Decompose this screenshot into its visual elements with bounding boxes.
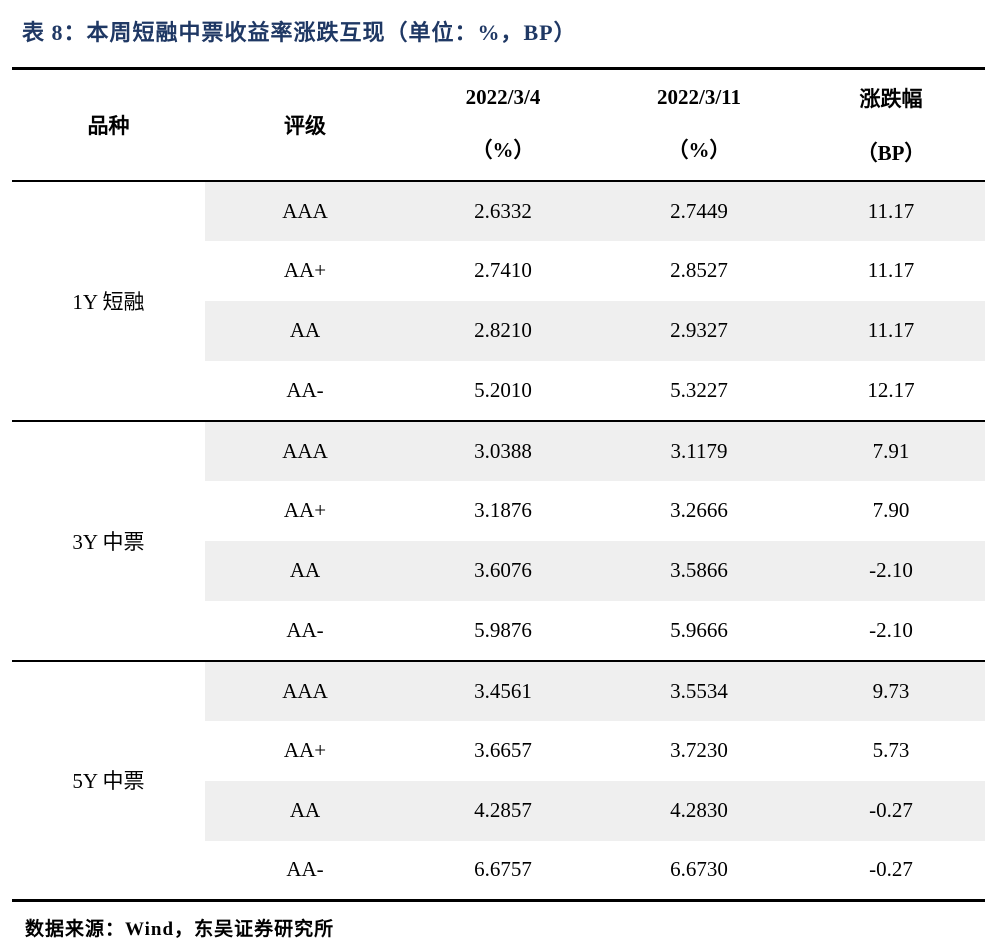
table-row: 5Y 中票 AAA 3.4561 3.5534 9.73 [12, 659, 985, 901]
change-cell: -2.10 [797, 600, 985, 661]
value-cell: 3.6657 [405, 720, 601, 781]
change-cell: -0.27 [797, 780, 985, 841]
table-row: AA 4.2857 4.2830 -0.27 [12, 780, 985, 841]
rating-cell: AA [205, 540, 405, 601]
value-cell: 5.9666 [601, 600, 797, 661]
header-col-product: 品种 [12, 68, 205, 182]
rating-cell: AAA [205, 180, 405, 241]
change-cell: 11.17 [797, 300, 985, 361]
value-cell: 5.2010 [405, 360, 601, 421]
value-cell: 2.8527 [601, 240, 797, 301]
change-cell: 9.73 [797, 659, 985, 721]
value-cell: 3.4561 [405, 659, 601, 721]
rating-cell: AA+ [205, 480, 405, 541]
table-row: AA 3.6076 3.5866 -2.10 [12, 540, 985, 601]
value-cell: 5.9876 [405, 600, 601, 661]
table-row: AA+ 3.6657 3.7230 5.73 [12, 720, 985, 781]
value-cell: 5.3227 [601, 360, 797, 421]
change-cell: -0.27 [797, 840, 985, 901]
rating-cell: AA- [205, 600, 405, 661]
yield-table: 品种 评级 2022/3/4 （%） 2022/3/11 （%） 涨跌幅 （BP… [12, 67, 985, 902]
rating-cell: AAA [205, 659, 405, 721]
source-note: 数据来源：Wind，东吴证券研究所 [25, 919, 335, 940]
value-cell: 6.6730 [601, 840, 797, 901]
value-cell: 3.2666 [601, 480, 797, 541]
table-row: AA+ 2.7410 2.8527 11.17 [12, 240, 985, 301]
value-cell: 3.7230 [601, 720, 797, 781]
value-cell: 3.5534 [601, 659, 797, 721]
value-cell: 3.0388 [405, 419, 601, 481]
rating-cell: AA+ [205, 240, 405, 301]
header-col-date2: 2022/3/11 （%） [601, 68, 797, 182]
header-col-rating: 评级 [205, 68, 405, 182]
value-cell: 3.1179 [601, 419, 797, 481]
value-cell: 2.8210 [405, 300, 601, 361]
table-row: AA+ 3.1876 3.2666 7.90 [12, 480, 985, 541]
rating-cell: AA+ [205, 720, 405, 781]
category-cell: 1Y 短融 [12, 180, 205, 421]
rating-cell: AA- [205, 360, 405, 421]
value-cell: 4.2857 [405, 780, 601, 841]
change-cell: -2.10 [797, 540, 985, 601]
page-title: 表 8：本周短融中票收益率涨跌互现（单位：%，BP） [22, 20, 577, 45]
table-row: AA- 5.2010 5.3227 12.17 [12, 360, 985, 421]
value-cell: 4.2830 [601, 780, 797, 841]
change-cell: 12.17 [797, 360, 985, 421]
header-col-change: 涨跌幅 （BP） [797, 68, 985, 182]
table-header: 品种 评级 2022/3/4 （%） 2022/3/11 （%） 涨跌幅 （BP… [12, 68, 985, 182]
rating-cell: AAA [205, 419, 405, 481]
rating-cell: AA [205, 780, 405, 841]
section-1y: 1Y 短融 AAA 2.6332 2.7449 11.17 AA+ 2.7410… [12, 180, 985, 421]
table-row: AA- 5.9876 5.9666 -2.10 [12, 600, 985, 661]
value-cell: 3.1876 [405, 480, 601, 541]
table-row: 3Y 中票 AAA 3.0388 3.1179 7.91 [12, 419, 985, 661]
value-cell: 2.7449 [601, 180, 797, 241]
value-cell: 6.6757 [405, 840, 601, 901]
category-cell: 3Y 中票 [12, 419, 205, 661]
change-cell: 11.17 [797, 180, 985, 241]
value-cell: 2.9327 [601, 300, 797, 361]
table-row: AA- 6.6757 6.6730 -0.27 [12, 840, 985, 901]
value-cell: 3.6076 [405, 540, 601, 601]
value-cell: 2.6332 [405, 180, 601, 241]
rating-cell: AA [205, 300, 405, 361]
category-cell: 5Y 中票 [12, 659, 205, 901]
value-cell: 3.5866 [601, 540, 797, 601]
change-cell: 11.17 [797, 240, 985, 301]
section-5y: 5Y 中票 AAA 3.4561 3.5534 9.73 AA+ 3.6657 … [12, 659, 985, 901]
value-cell: 2.7410 [405, 240, 601, 301]
table-row: AA 2.8210 2.9327 11.17 [12, 300, 985, 361]
change-cell: 5.73 [797, 720, 985, 781]
table-row: 1Y 短融 AAA 2.6332 2.7449 11.17 [12, 180, 985, 421]
rating-cell: AA- [205, 840, 405, 901]
section-3y: 3Y 中票 AAA 3.0388 3.1179 7.91 AA+ 3.1876 … [12, 419, 985, 661]
change-cell: 7.91 [797, 419, 985, 481]
header-col-date1: 2022/3/4 （%） [405, 68, 601, 182]
change-cell: 7.90 [797, 480, 985, 541]
